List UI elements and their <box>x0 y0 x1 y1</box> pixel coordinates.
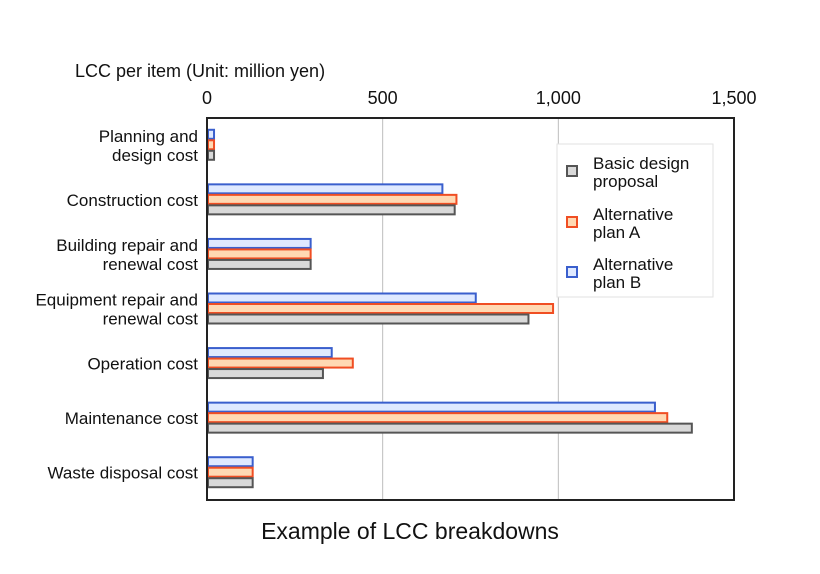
category-label: renewal cost <box>103 255 199 274</box>
bar <box>207 204 456 216</box>
bar <box>207 401 656 413</box>
x-tick-label: 1,500 <box>711 88 756 108</box>
bar <box>207 477 254 489</box>
category-label: Equipment repair and <box>35 291 198 310</box>
plot-frame <box>206 117 735 501</box>
x-tick-label: 1,000 <box>536 88 581 108</box>
category-label: renewal cost <box>103 310 199 329</box>
bar <box>207 193 458 205</box>
legend-label: Basic design <box>593 154 689 173</box>
category-label: Planning and <box>99 127 198 146</box>
legend-label: plan B <box>593 273 641 292</box>
legend-swatch <box>566 165 578 177</box>
bar <box>207 368 324 380</box>
category-label: Waste disposal cost <box>47 464 198 483</box>
legend-label: proposal <box>593 172 658 191</box>
legend-swatch <box>566 266 578 278</box>
bar <box>207 303 555 314</box>
axis-title: LCC per item (Unit: million yen) <box>75 61 325 81</box>
x-tick-label: 0 <box>202 88 212 108</box>
category-label: Construction cost <box>67 191 199 210</box>
bar <box>207 139 216 151</box>
bar <box>207 292 477 304</box>
chart-caption: Example of LCC breakdowns <box>261 518 559 544</box>
tick-labels: 0 500 1,000 1,500 <box>202 88 757 108</box>
legend-label: Alternative <box>593 205 673 224</box>
bar <box>207 128 216 140</box>
x-tick-label: 500 <box>368 88 398 108</box>
category-label: Maintenance cost <box>65 409 199 428</box>
bar <box>207 412 669 424</box>
legend-box <box>556 143 714 298</box>
bar <box>207 248 312 260</box>
legend-swatch <box>566 216 578 228</box>
bar <box>207 456 254 468</box>
bar <box>207 466 254 478</box>
bar <box>207 347 333 359</box>
category-label: design cost <box>112 146 198 165</box>
bar <box>207 422 693 434</box>
legend-label: Alternative <box>593 255 673 274</box>
bar <box>207 313 530 325</box>
bar <box>207 357 354 369</box>
lcc-bar-chart: LCC per item (Unit: million yen) 0 500 1,0… <box>35 61 757 501</box>
bar <box>207 183 444 195</box>
bar <box>207 149 216 161</box>
bar <box>207 237 312 249</box>
category-label: Operation cost <box>87 355 198 374</box>
legend-label: plan A <box>593 223 641 242</box>
category-label: Building repair and <box>56 236 198 255</box>
bar <box>207 258 312 270</box>
